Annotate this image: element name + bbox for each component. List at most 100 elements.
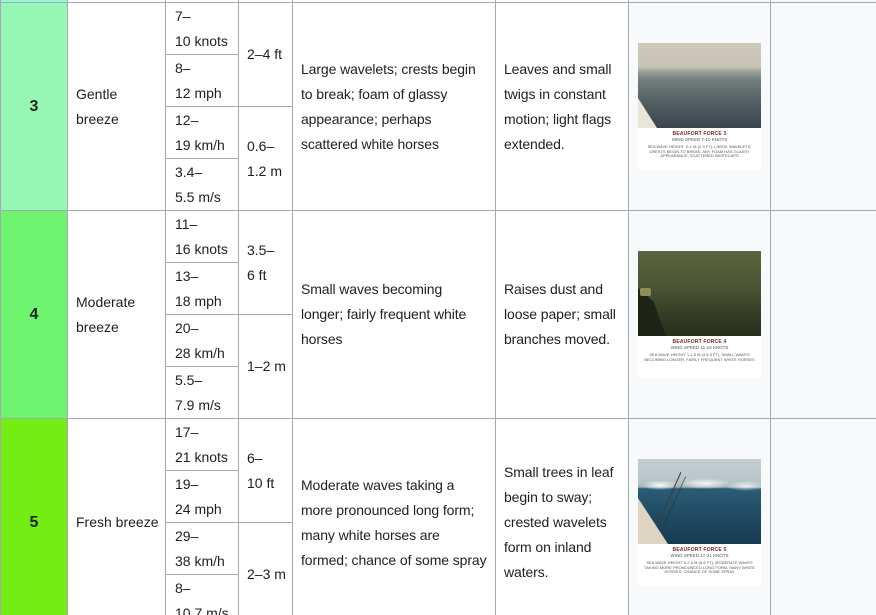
height-line: 0.6– (247, 137, 275, 154)
speed-kmh-cell: 29– 38 km/h (165, 522, 239, 575)
wind-name-line: Fresh breeze (76, 514, 159, 530)
empty-cell (770, 2, 876, 211)
photo-caption-subtitle: WIND SPEED 17-21 KNOTS (670, 553, 729, 558)
speed-mph-cell: 19– 24 mph (165, 470, 239, 523)
sea-photo-picture (638, 43, 761, 128)
photo-caption-subtitle: WIND SPEED 7-10 KNOTS (671, 137, 728, 142)
speed-line: 5.5– (175, 371, 203, 388)
speed-ms-cell: 3.4– 5.5 m/s (165, 158, 239, 211)
beaufort-row-force-3: 3 Gentle breeze 7– 10 knots 2–4 ft Large… (0, 2, 876, 211)
speed-line: 18 mph (175, 292, 222, 309)
land-conditions-cell: Raises dust and loose paper; small branc… (495, 210, 629, 419)
subrow: 20– 28 km/h 1–2 m (1, 314, 876, 419)
speed-knots-cell: 11– 16 knots (165, 210, 239, 263)
photo-cell: BEAUFORT FORCE 3 WIND SPEED 7-10 KNOTS S… (628, 2, 771, 211)
sea-conditions-cell: Moderate waves taking a more pronounced … (292, 418, 496, 615)
subrow: 8– 10.7 m/s (1, 574, 876, 615)
sea-state-photo[interactable]: BEAUFORT FORCE 4 WIND SPEED 11-16 KNOTS … (638, 251, 761, 378)
speed-line: 12– (175, 111, 199, 128)
photo-caption-body: SEA WAVE HEIGHT .6-1 M (2-3 FT), LARGE W… (647, 144, 752, 158)
speed-line: 8– (175, 579, 191, 596)
speed-line: 29– (175, 527, 199, 544)
speed-line: 24 mph (175, 500, 222, 517)
speed-knots-cell: 7– 10 knots (165, 2, 239, 55)
wave-height-m-cell: 0.6– 1.2 m (238, 106, 293, 211)
wave-height-ft-cell: 2–4 ft (238, 2, 293, 107)
beaufort-row-force-5: 5 Fresh breeze 17– 21 knots 6– 10 ft Mod… (0, 418, 876, 615)
speed-line: 19 km/h (175, 136, 225, 153)
wind-name-line: Gentle (76, 85, 118, 102)
speed-line: 8– (175, 59, 191, 76)
speed-line: 10 knots (175, 32, 228, 49)
beaufort-row-force-4: 4 Moderate breeze 11– 16 knots 3.5– 6 ft… (0, 210, 876, 419)
sea-photo-picture (638, 251, 761, 336)
height-line: 6– (247, 449, 263, 466)
speed-line: 16 knots (175, 240, 228, 257)
speed-mph-cell: 8– 12 mph (165, 54, 239, 107)
wind-name-cell: Fresh breeze (67, 418, 166, 615)
height-line: 1.2 m (247, 162, 283, 179)
photo-caption: BEAUFORT FORCE 5 WIND SPEED 17-21 KNOTS … (638, 544, 761, 586)
photo-caption: BEAUFORT FORCE 3 WIND SPEED 7-10 KNOTS S… (638, 128, 761, 170)
wind-name-line: breeze (76, 110, 119, 127)
force-number-cell: 5 (0, 418, 68, 615)
wind-name-cell: Gentle breeze (67, 2, 166, 211)
height-line: 6 ft (247, 266, 267, 283)
subrow: 3.4– 5.5 m/s (1, 158, 876, 211)
photo-caption-title: BEAUFORT FORCE 3 (672, 131, 727, 137)
height-line: 10 ft (247, 474, 275, 491)
wave-height-m-cell: 1–2 m (238, 314, 293, 419)
speed-line: 28 km/h (175, 344, 225, 361)
wave-height-ft-cell: 6– 10 ft (238, 418, 293, 523)
speed-line: 21 knots (175, 448, 228, 465)
speed-kmh-cell: 12– 19 km/h (165, 106, 239, 159)
speed-ms-cell: 8– 10.7 m/s (165, 574, 239, 615)
empty-cell (770, 210, 876, 419)
speed-line: 3.4– (175, 163, 203, 180)
wave-height-m-cell: 2–3 m (238, 522, 293, 615)
speed-line: 19– (175, 475, 199, 492)
subrow: 5.5– 7.9 m/s (1, 366, 876, 419)
height-line: 1–2 m (247, 358, 286, 374)
subrow: 29– 38 km/h 2–3 m (1, 522, 876, 615)
wind-name-cell: Moderate breeze (67, 210, 166, 419)
speed-kmh-cell: 20– 28 km/h (165, 314, 239, 367)
sea-conditions-cell: Large wavelets; crests begin to break; f… (292, 2, 496, 211)
wind-name-line: Moderate (76, 293, 136, 310)
sea-state-photo[interactable]: BEAUFORT FORCE 3 WIND SPEED 7-10 KNOTS S… (638, 43, 761, 170)
speed-line: 12 mph (175, 84, 222, 101)
land-conditions-cell: Leaves and small twigs in constant motio… (495, 2, 629, 211)
photo-caption-title: BEAUFORT FORCE 5 (672, 547, 727, 553)
force-number-cell: 3 (0, 2, 68, 211)
speed-mph-cell: 13– 18 mph (165, 262, 239, 315)
photo-cell: BEAUFORT FORCE 4 WIND SPEED 11-16 KNOTS … (628, 210, 771, 419)
sea-state-photo[interactable]: BEAUFORT FORCE 5 WIND SPEED 17-21 KNOTS … (638, 459, 761, 586)
speed-line: 7.9 m/s (175, 396, 221, 413)
speed-line: 10.7 m/s (175, 604, 229, 615)
speed-line: 11– (175, 215, 198, 232)
speed-line: 17– (175, 423, 199, 440)
height-line: 2–4 ft (247, 46, 283, 62)
height-line: 2–3 m (247, 566, 286, 582)
speed-ms-cell: 5.5– 7.9 m/s (165, 366, 239, 419)
photo-caption-title: BEAUFORT FORCE 4 (672, 339, 727, 345)
speed-knots-cell: 17– 21 knots (165, 418, 239, 471)
subrow: 13– 18 mph (1, 262, 876, 315)
subrow: 19– 24 mph (1, 470, 876, 523)
speed-line: 5.5 m/s (175, 188, 221, 205)
force-number-cell: 4 (0, 210, 68, 419)
wave-height-ft-cell: 3.5– 6 ft (238, 210, 293, 315)
empty-cell (770, 418, 876, 615)
speed-line: 7– (175, 7, 191, 24)
wind-name-line: breeze (76, 318, 119, 335)
photo-cell: BEAUFORT FORCE 5 WIND SPEED 17-21 KNOTS … (628, 418, 771, 615)
speed-line: 13– (175, 267, 199, 284)
speed-line: 38 km/h (175, 552, 225, 569)
photo-caption-subtitle: WIND SPEED 11-16 KNOTS (670, 345, 729, 350)
photo-caption-body: SEA WAVE HEIGHT 2-2.5 M (6-8 FT), MODERA… (644, 560, 755, 574)
speed-line: 20– (175, 319, 199, 336)
photo-caption: BEAUFORT FORCE 4 WIND SPEED 11-16 KNOTS … (638, 336, 761, 378)
land-conditions-cell: Small trees in leaf begin to sway; crest… (495, 418, 629, 615)
